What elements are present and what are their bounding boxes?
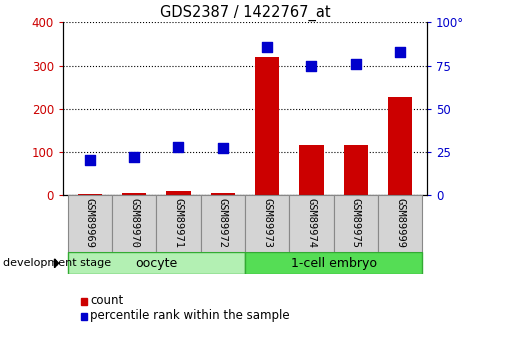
- Point: [396, 49, 404, 55]
- Text: percentile rank within the sample: percentile rank within the sample: [90, 309, 289, 322]
- Text: GSM89970: GSM89970: [129, 198, 139, 248]
- Bar: [68, 195, 112, 252]
- Text: GSM89973: GSM89973: [262, 198, 272, 248]
- Point: [86, 158, 94, 163]
- Bar: [334, 195, 378, 252]
- Bar: [200, 195, 245, 252]
- Bar: [245, 195, 289, 252]
- Bar: [112, 195, 156, 252]
- Point: [219, 146, 227, 151]
- Text: development stage: development stage: [3, 258, 111, 268]
- Bar: [68, 252, 245, 274]
- Text: GSM89969: GSM89969: [85, 198, 95, 248]
- Bar: [122, 193, 146, 195]
- Text: GSM89975: GSM89975: [351, 198, 361, 248]
- Text: 1-cell embryo: 1-cell embryo: [290, 257, 377, 269]
- Text: GSM89972: GSM89972: [218, 198, 228, 248]
- Text: GSM89974: GSM89974: [307, 198, 317, 248]
- Title: GDS2387 / 1422767_at: GDS2387 / 1422767_at: [160, 5, 330, 21]
- Bar: [255, 57, 279, 195]
- Text: GSM89999: GSM89999: [395, 198, 405, 248]
- Bar: [156, 195, 200, 252]
- Bar: [166, 191, 190, 195]
- Point: [263, 44, 271, 49]
- Bar: [289, 195, 334, 252]
- Text: count: count: [90, 294, 123, 307]
- Bar: [78, 194, 102, 195]
- Point: [174, 144, 182, 149]
- Bar: [343, 145, 368, 195]
- Point: [352, 61, 360, 67]
- Point: [308, 63, 316, 68]
- Point: [130, 154, 138, 160]
- Text: oocyte: oocyte: [135, 257, 177, 269]
- Bar: [245, 252, 422, 274]
- Bar: [388, 97, 412, 195]
- Bar: [211, 193, 235, 195]
- Bar: [299, 145, 324, 195]
- Bar: [378, 195, 422, 252]
- Text: GSM89971: GSM89971: [173, 198, 183, 248]
